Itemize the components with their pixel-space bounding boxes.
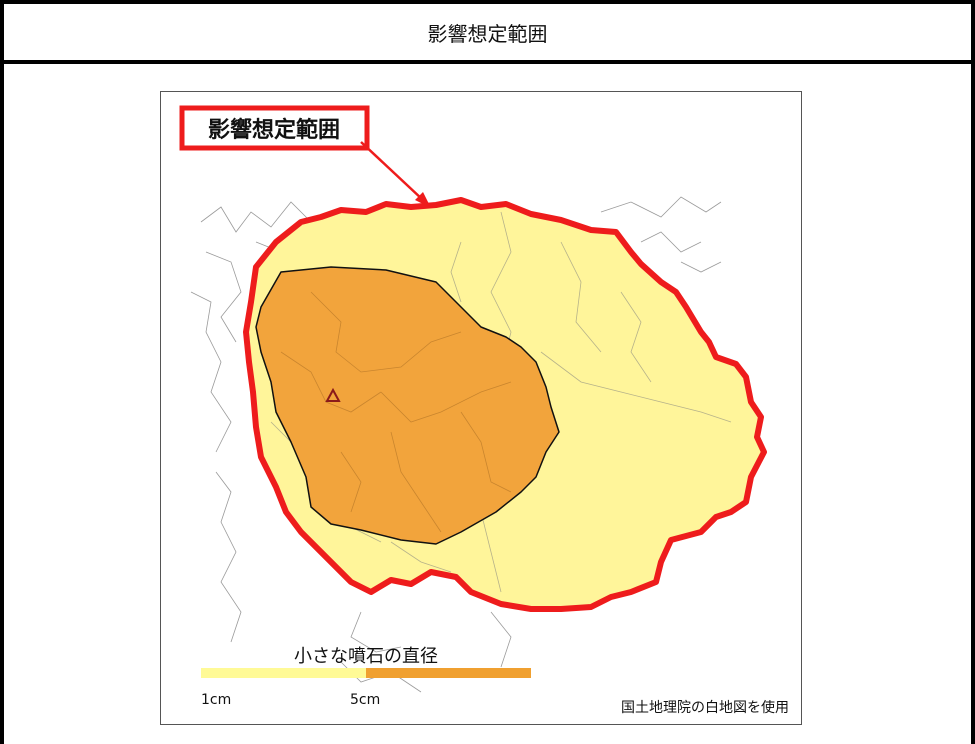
callout-label-box: 影響想定範囲 <box>179 105 370 151</box>
callout-arrow <box>360 141 431 208</box>
hazard-map-svg: 影響想定範囲 小さな噴石の直径 1cm 5cm 国土地理院の白地図を使用 <box>179 105 789 716</box>
legend-title: 小さな噴石の直径 <box>294 646 438 667</box>
hazard-map-figure: 影響想定範囲 小さな噴石の直径 1cm 5cm 国土地理院の白地図を使用 <box>160 91 802 725</box>
volcano-vent-triangle-icon <box>325 387 341 402</box>
inner-impact-zone <box>255 266 560 545</box>
legend-tick-5cm: 5cm <box>350 692 380 708</box>
diameter-legend: 小さな噴石の直径 1cm 5cm <box>201 646 531 708</box>
map-credit: 国土地理院の白地図を使用 <box>621 699 789 716</box>
page-title: 影響想定範囲 <box>4 4 971 64</box>
base-map-boundaries <box>190 196 722 693</box>
callout-label: 影響想定範囲 <box>208 117 340 143</box>
legend-color-1cm <box>201 668 366 678</box>
inner-zone-boundaries <box>280 291 512 533</box>
legend-color-5cm <box>366 668 531 678</box>
legend-tick-1cm: 1cm <box>201 692 231 708</box>
